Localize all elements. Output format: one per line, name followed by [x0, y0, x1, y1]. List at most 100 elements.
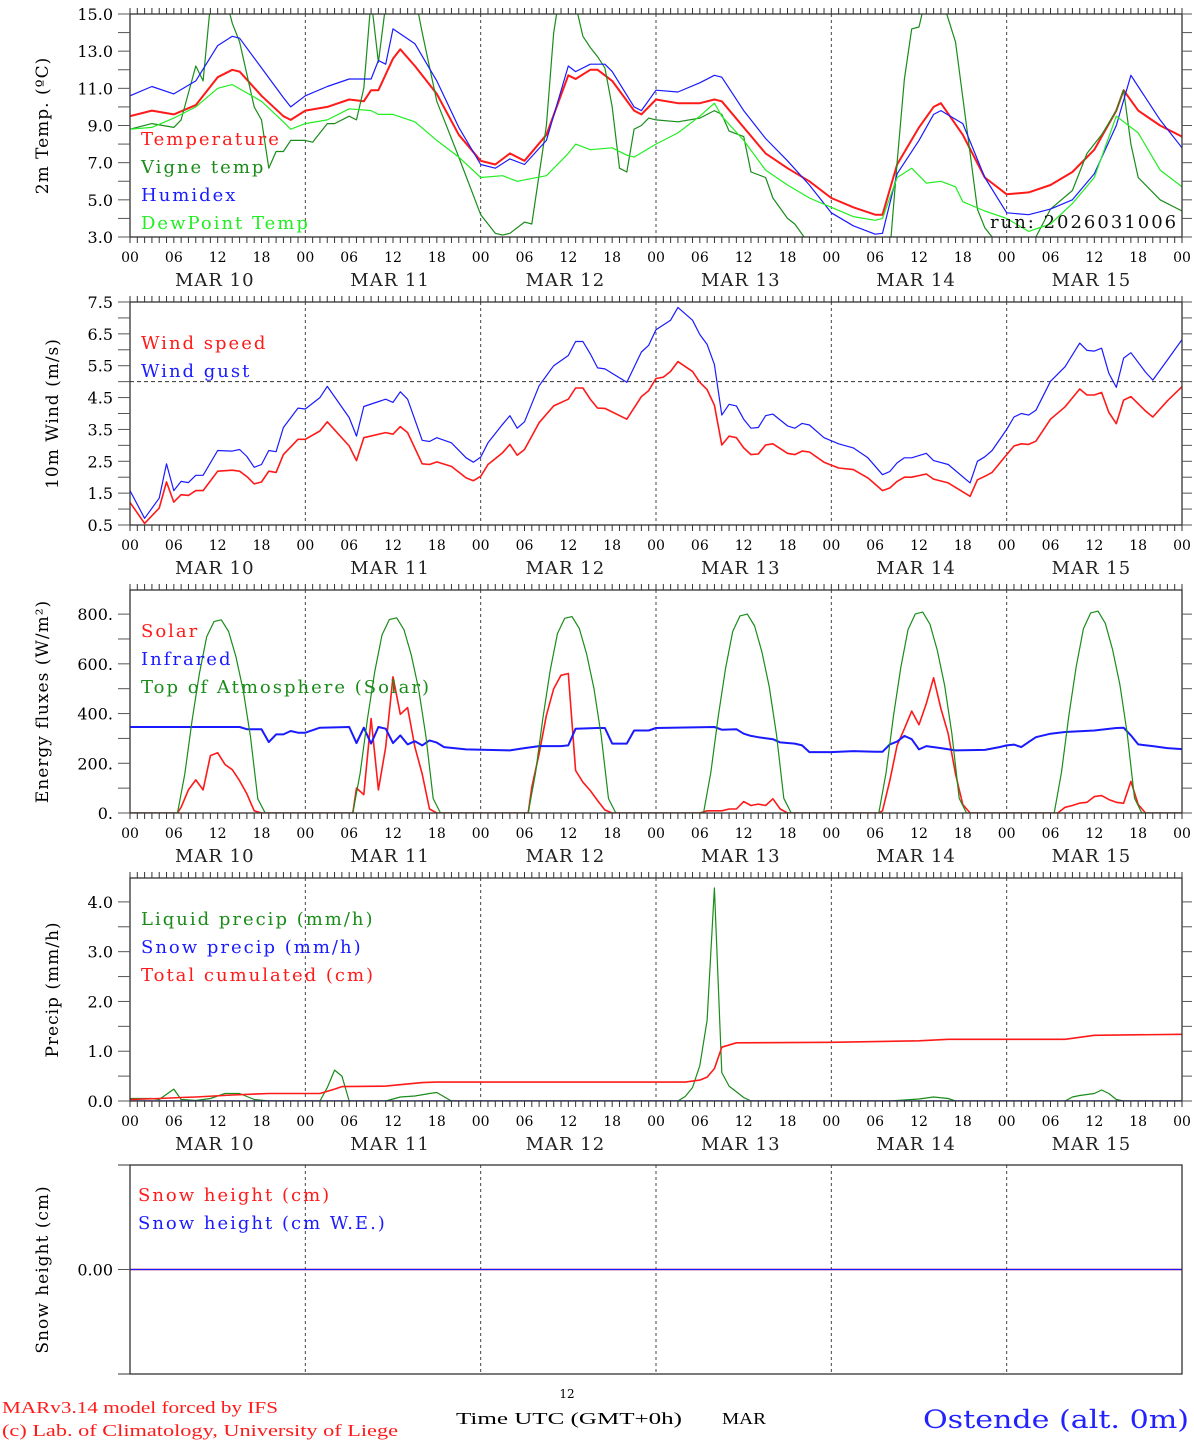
x-tick-label: 18 — [428, 826, 446, 842]
x-tick-label: 18 — [603, 538, 621, 554]
y-axis-title: 10m Wind (m/s) — [43, 338, 63, 489]
x-tick-label: 00 — [1173, 250, 1191, 266]
x-tick-label: 18 — [253, 250, 271, 266]
legend-entry: Solar — [141, 621, 199, 642]
x-tick-label: 06 — [1042, 1114, 1060, 1130]
x-tick-label: 12 — [559, 826, 577, 842]
x-tick-label: 00 — [121, 826, 139, 842]
x-tick-label: 06 — [340, 250, 358, 266]
x-tick-label: 06 — [165, 250, 183, 266]
x-tick-label: 06 — [866, 826, 884, 842]
x-tick-label: 00 — [121, 538, 139, 554]
date-label: MAR 15 — [1052, 558, 1132, 579]
date-label: MAR 13 — [701, 558, 781, 579]
series-line-vigne-temp — [130, 14, 1182, 237]
x-tick-label: 12 — [384, 1114, 402, 1130]
footer: MARv3.14 model forced by IFS (c) Lab. of… — [2, 1387, 1189, 1440]
y-tick-label: 0. — [98, 804, 113, 823]
x-tick-label: 00 — [822, 538, 840, 554]
x-tick-label: 12 — [910, 826, 928, 842]
x-tick-label: 18 — [954, 826, 972, 842]
date-label: MAR 15 — [1052, 1134, 1132, 1155]
x-tick-label: 00 — [647, 826, 665, 842]
x-tick-label: 18 — [954, 538, 972, 554]
x-tick-label: 00 — [998, 1114, 1016, 1130]
date-label: MAR 10 — [175, 270, 255, 291]
legend-entry: Top of Atmosphere (Solar) — [141, 677, 431, 698]
y-axis-title: Snow height (cm) — [33, 1185, 53, 1353]
x-tick-label: 18 — [428, 250, 446, 266]
date-label: MAR 13 — [701, 270, 781, 291]
y-tick-label: 11.0 — [77, 79, 113, 98]
date-label: MAR 12 — [526, 846, 606, 867]
y-tick-label: 7.0 — [88, 154, 113, 173]
y-tick-label: 2.0 — [88, 992, 113, 1011]
x-tick-label: 06 — [866, 1114, 884, 1130]
y-tick-label: 2.5 — [88, 452, 113, 471]
legend-entry: Snow height (cm W.E.) — [138, 1213, 387, 1234]
x-tick-label: 12 — [735, 826, 753, 842]
x-tick-label: 18 — [428, 538, 446, 554]
x-tick-label: 06 — [1042, 826, 1060, 842]
date-label: MAR 11 — [350, 846, 430, 867]
y-tick-label: 9.0 — [88, 117, 113, 136]
x-tick-label: 06 — [165, 538, 183, 554]
x-axis-month: MAR — [722, 1409, 767, 1428]
x-tick-label: 00 — [121, 1114, 139, 1130]
x-tick-label: 00 — [822, 1114, 840, 1130]
x-tick-label: 06 — [165, 1114, 183, 1130]
x-tick-label: 06 — [866, 538, 884, 554]
x-tick-label: 18 — [428, 1114, 446, 1130]
date-label: MAR 12 — [526, 558, 606, 579]
legend-entry: Snow height (cm) — [138, 1185, 331, 1206]
x-tick-label: 12 — [735, 250, 753, 266]
y-tick-label: 15.0 — [77, 5, 113, 24]
date-label: MAR 10 — [175, 846, 255, 867]
plot-frame — [129, 589, 1183, 814]
x-tick-label: 12 — [735, 538, 753, 554]
x-tick-label: 00 — [296, 250, 314, 266]
y-tick-label: 600. — [77, 655, 113, 674]
x-tick-label: 18 — [779, 1114, 797, 1130]
y-axis-title: Energy fluxes (W/m²) — [33, 600, 53, 803]
x-tick-label: 06 — [340, 826, 358, 842]
x-axis-title: Time UTC (GMT+0h) — [456, 1409, 682, 1428]
x-tick-label: 06 — [516, 538, 534, 554]
x-tick-label: 06 — [691, 1114, 709, 1130]
x-tick-label: 18 — [954, 1114, 972, 1130]
panel-2: Solar Infrared Top of Atmosphere (Solar) 00… — [33, 584, 1192, 867]
date-label: MAR 14 — [876, 1134, 956, 1155]
station-name: Ostende (alt. 0m) — [923, 1405, 1189, 1434]
run-annotation: run: 2026031006 — [990, 212, 1178, 233]
date-label: MAR 13 — [701, 846, 781, 867]
series-group — [130, 14, 1182, 237]
x-tick-label: 12 — [209, 538, 227, 554]
series-line-wind-gust — [130, 306, 1182, 519]
y-tick-label: 7.5 — [88, 293, 113, 312]
y-axis-title: 2m Temp. (ºC) — [33, 57, 53, 195]
x-tick-label: 18 — [779, 250, 797, 266]
date-label: MAR 13 — [701, 1134, 781, 1155]
x-tick-label: 00 — [1173, 538, 1191, 554]
date-label: MAR 12 — [526, 1134, 606, 1155]
x-tick-label: 12 — [559, 1114, 577, 1130]
date-label: MAR 14 — [876, 558, 956, 579]
x-tick-label: 06 — [340, 1114, 358, 1130]
x-tick-label: 12 — [735, 1114, 753, 1130]
y-tick-label: 0.5 — [88, 516, 113, 535]
legend-entry: DewPoint Temp — [141, 213, 310, 234]
series-group — [130, 610, 1182, 813]
x-tick-label: 12 — [910, 538, 928, 554]
x-tick-label: 18 — [603, 250, 621, 266]
x-tick-label: 00 — [472, 826, 490, 842]
x-tick-label: 12 — [209, 1114, 227, 1130]
x-tick-label: 00 — [296, 1114, 314, 1130]
x-tick-label: 00 — [296, 826, 314, 842]
y-axis-title: Precip (mm/h) — [43, 921, 63, 1057]
date-label: MAR 11 — [350, 558, 430, 579]
x-tick-label: 00 — [647, 250, 665, 266]
series-line-temperature — [130, 48, 1182, 216]
series-line-infrared — [130, 726, 1182, 754]
